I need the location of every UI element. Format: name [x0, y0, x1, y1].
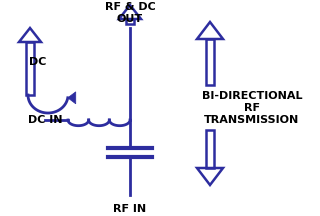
Text: RF & DC
OUT: RF & DC OUT — [105, 2, 156, 24]
Text: RF IN: RF IN — [113, 204, 147, 214]
Text: BI-DIRECTIONAL
RF
TRANSMISSION: BI-DIRECTIONAL RF TRANSMISSION — [202, 91, 302, 125]
Polygon shape — [68, 92, 76, 104]
Text: DC IN: DC IN — [28, 115, 63, 125]
Text: DC: DC — [29, 57, 47, 67]
